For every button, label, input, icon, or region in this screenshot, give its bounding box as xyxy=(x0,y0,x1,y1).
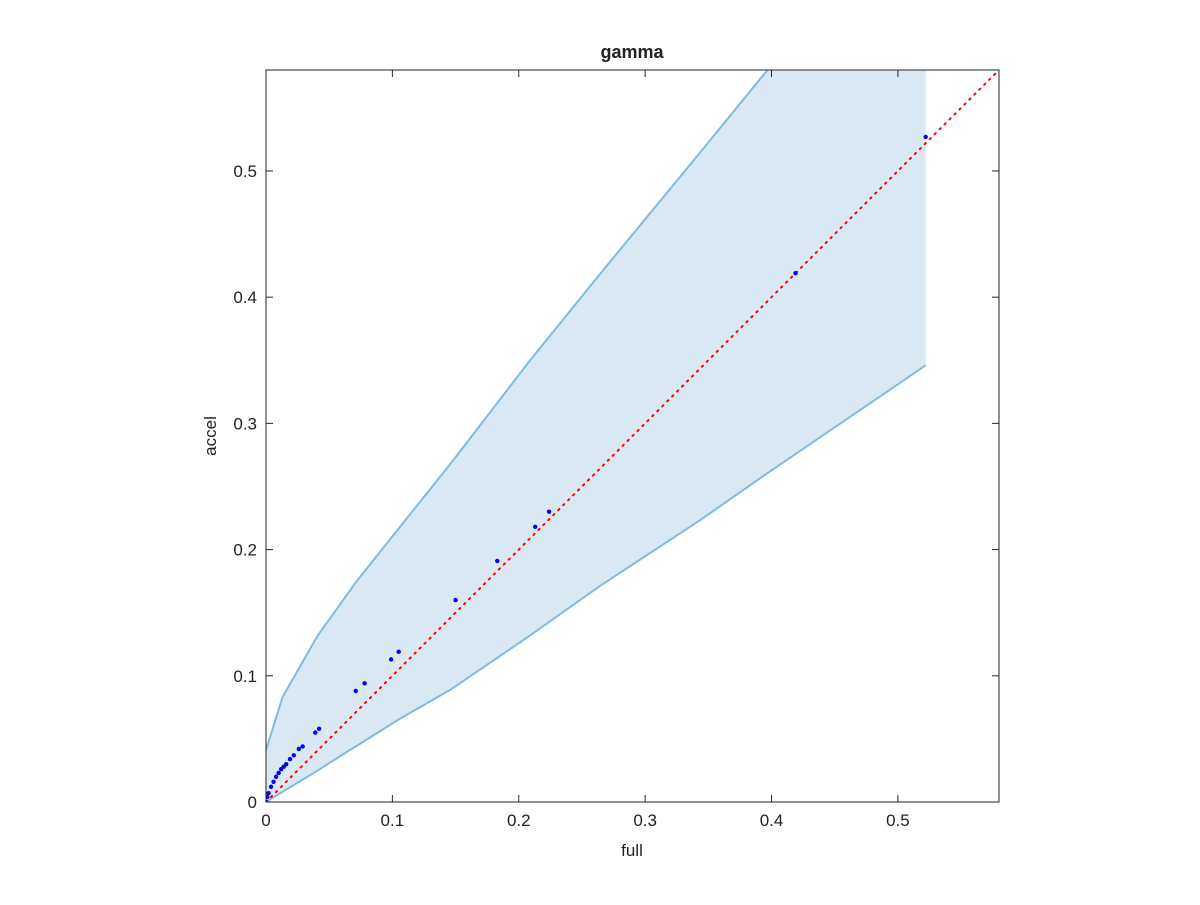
data-point xyxy=(495,558,500,564)
x-tick-label: 0.2 xyxy=(507,811,531,830)
y-tick-label: 0.5 xyxy=(233,162,257,181)
x-tick-label: 0.4 xyxy=(760,811,784,830)
chart-title: gamma xyxy=(600,42,664,62)
data-point xyxy=(923,134,928,140)
data-point xyxy=(296,746,302,752)
data-point xyxy=(532,524,538,530)
data-point xyxy=(268,784,274,790)
y-tick-label: 0 xyxy=(248,793,257,812)
band-lower-edge xyxy=(266,364,927,802)
data-point xyxy=(266,790,271,796)
plot-area xyxy=(266,70,999,802)
data-point xyxy=(388,657,394,662)
data-point xyxy=(273,774,279,779)
data-point xyxy=(278,766,284,772)
data-point xyxy=(396,649,401,655)
data-point xyxy=(287,756,293,762)
data-point xyxy=(362,681,367,686)
data-point xyxy=(266,794,270,800)
y-tick-label: 0.2 xyxy=(233,541,257,560)
data-point xyxy=(276,770,281,776)
band-upper-edge xyxy=(266,70,769,751)
data-point xyxy=(313,730,318,735)
data-point xyxy=(793,270,798,276)
axes-box xyxy=(265,69,1000,803)
data-point xyxy=(300,744,305,749)
data-point xyxy=(453,597,458,603)
data-point xyxy=(291,753,297,758)
data-point xyxy=(266,799,269,802)
x-tick-label: 0.1 xyxy=(381,811,405,830)
x-tick-label: 0 xyxy=(261,811,270,830)
x-axis-label: full xyxy=(621,841,643,860)
confidence-band xyxy=(266,70,926,802)
y-tick-label: 0.3 xyxy=(233,414,257,433)
reference-line xyxy=(266,70,999,802)
y-axis-label: accel xyxy=(201,416,220,456)
x-tick-label: 0.5 xyxy=(886,811,910,830)
x-tick-label: 0.3 xyxy=(633,811,657,830)
data-point xyxy=(271,779,276,785)
data-point xyxy=(353,688,358,694)
y-tick-label: 0.1 xyxy=(233,667,257,686)
y-tick-label: 0.4 xyxy=(233,288,257,307)
data-point xyxy=(546,509,552,514)
data-point xyxy=(316,726,322,731)
